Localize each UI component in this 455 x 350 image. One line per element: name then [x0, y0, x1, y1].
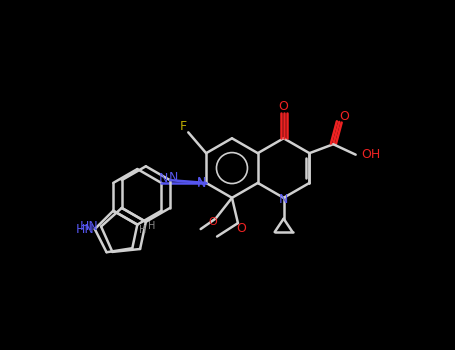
Text: N: N [197, 176, 206, 189]
Text: N: N [159, 173, 168, 186]
Text: OH: OH [361, 148, 380, 161]
Text: N: N [279, 193, 288, 206]
Text: H: H [148, 221, 156, 231]
Text: O: O [208, 217, 217, 227]
Text: O: O [278, 99, 288, 113]
Text: HN: HN [76, 223, 94, 236]
Text: O: O [236, 222, 246, 235]
Text: O: O [339, 111, 349, 124]
Text: N: N [168, 171, 177, 184]
Text: H: H [139, 225, 146, 235]
Text: F: F [180, 120, 187, 133]
Text: HN: HN [80, 220, 99, 233]
Text: N: N [197, 177, 206, 190]
